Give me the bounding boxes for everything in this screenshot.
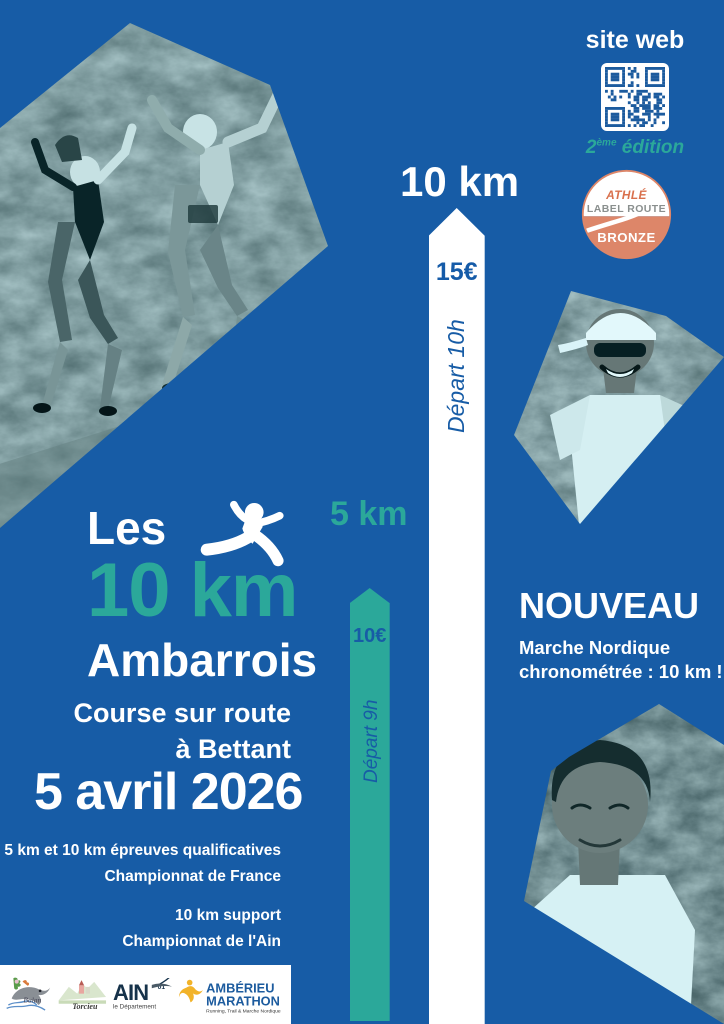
svg-text:MARATHON: MARATHON [207,993,281,1008]
svg-text:LABEL ROUTE: LABEL ROUTE [587,204,666,215]
svg-text:Running, Trail & Marche Nordiq: Running, Trail & Marche Nordique [207,1008,282,1014]
svg-text:Balan: Balan [23,995,41,1004]
svg-text:AIN: AIN [113,980,148,1005]
svg-text:BRONZE: BRONZE [597,230,655,245]
svg-text:ATHLÉ: ATHLÉ [605,188,647,202]
svg-text:le Département: le Département [113,1003,156,1010]
svg-text:Torcieu: Torcieu [72,1002,98,1011]
